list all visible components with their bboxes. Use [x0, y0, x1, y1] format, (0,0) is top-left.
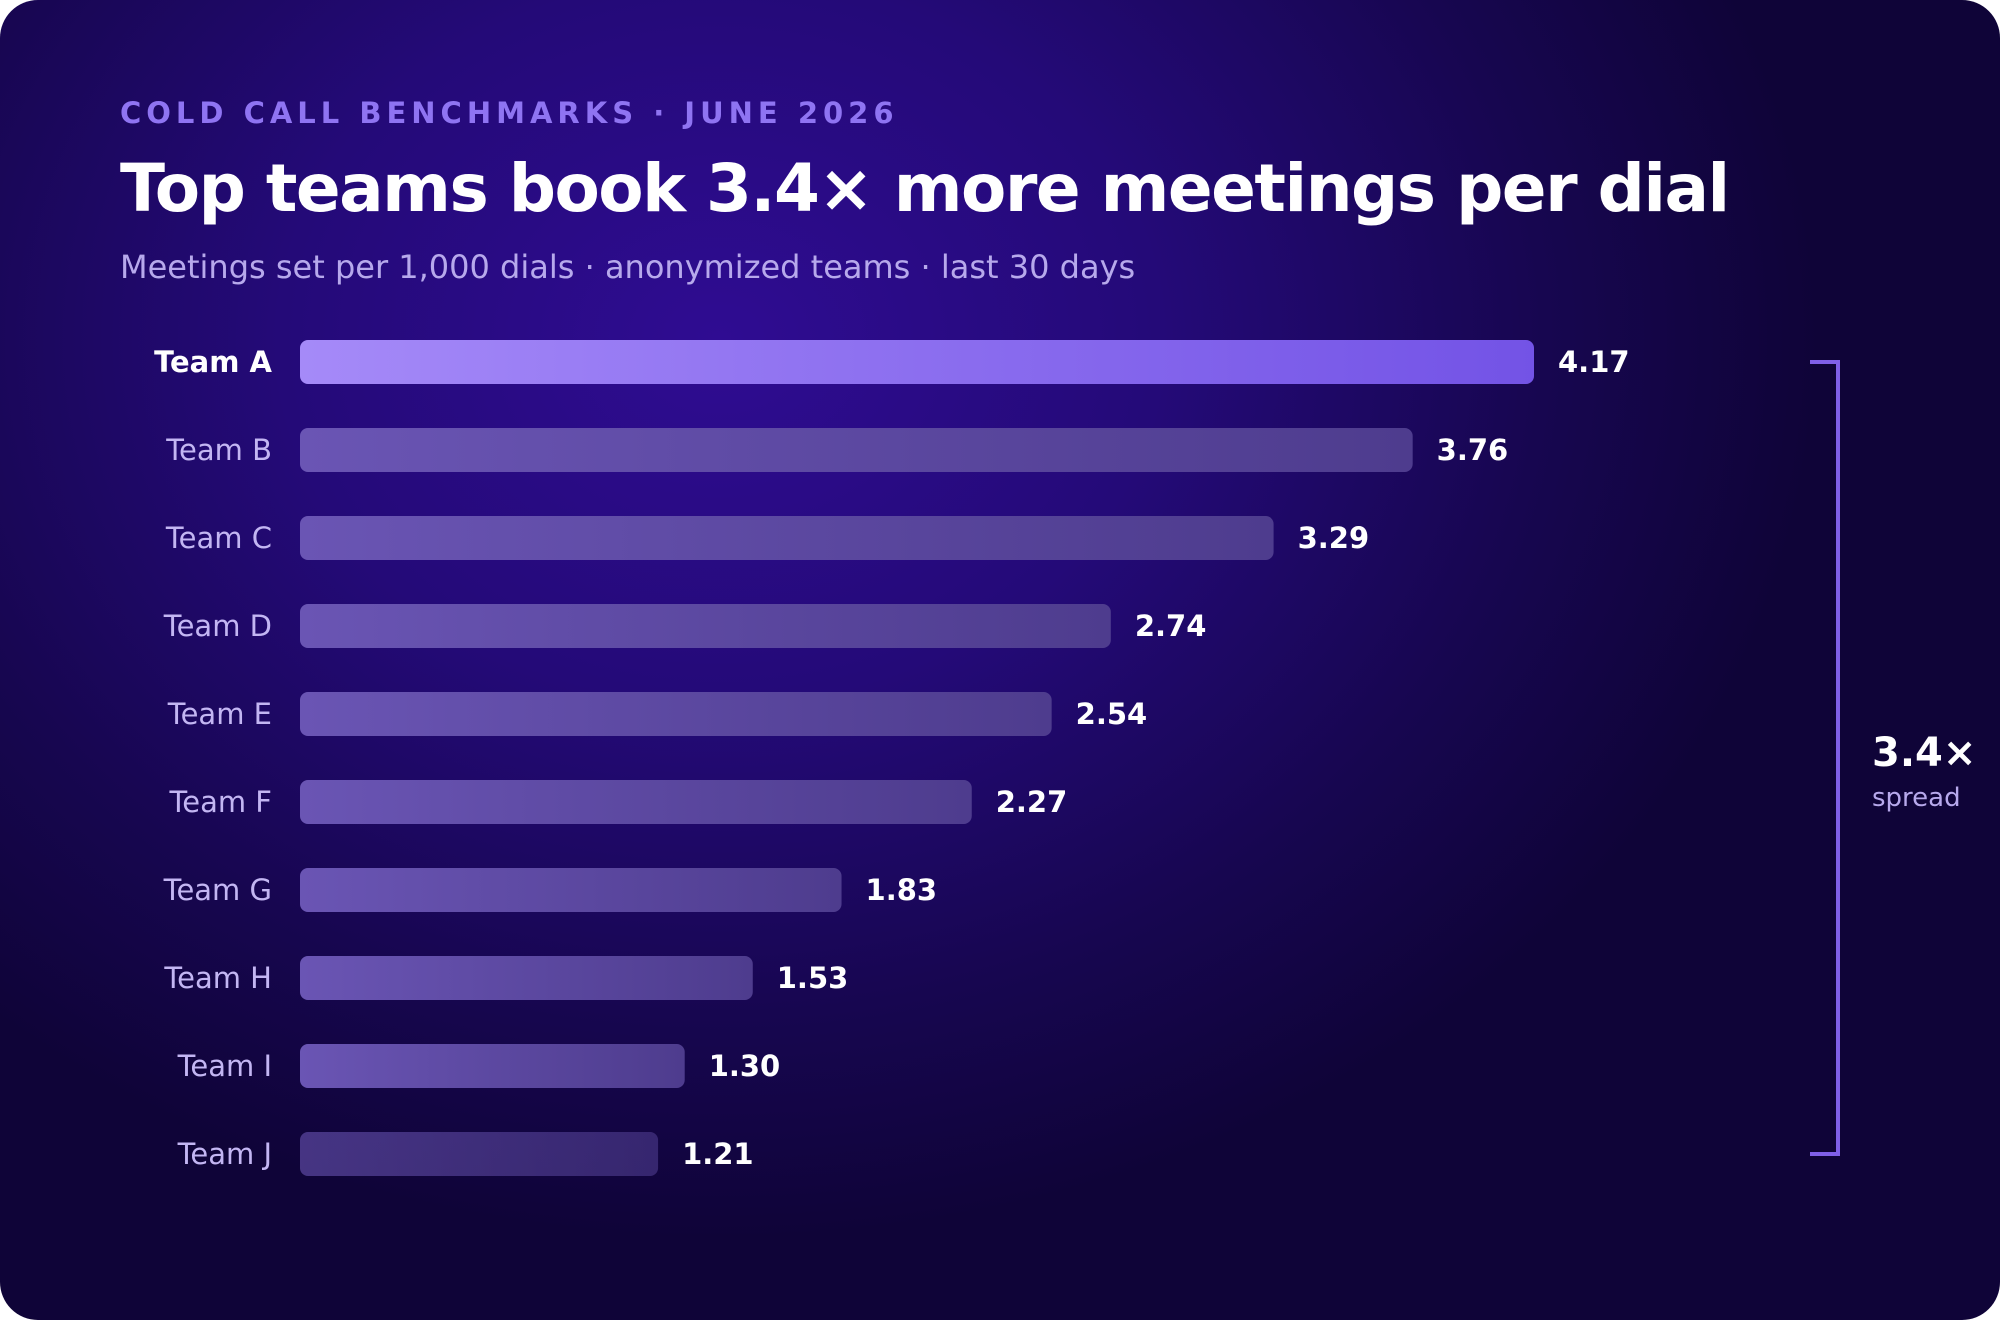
bar — [300, 428, 1413, 472]
value-label: 1.21 — [682, 1137, 754, 1171]
chart-subtitle: Meetings set per 1,000 dials · anonymize… — [120, 248, 1136, 286]
value-label: 3.29 — [1298, 521, 1370, 555]
bar — [300, 604, 1111, 648]
category-label: Team B — [165, 433, 272, 467]
spread-bracket — [1810, 360, 1840, 1156]
bar — [300, 692, 1052, 736]
value-label: 2.54 — [1076, 697, 1148, 731]
bar — [300, 1044, 685, 1088]
category-label: Team D — [163, 609, 272, 643]
value-label: 1.53 — [777, 961, 849, 995]
value-label: 2.74 — [1135, 609, 1207, 643]
value-label: 2.27 — [996, 785, 1068, 819]
category-label: Team H — [163, 961, 272, 995]
category-label: Team E — [167, 697, 272, 731]
value-label: 4.17 — [1558, 345, 1630, 379]
category-label: Team I — [177, 1049, 272, 1083]
value-label: 1.83 — [866, 873, 938, 907]
value-label: 3.76 — [1437, 433, 1509, 467]
category-label: Team F — [168, 785, 272, 819]
category-label: Team C — [165, 521, 272, 555]
category-label: Team J — [177, 1137, 272, 1171]
spread-caption: spread — [1872, 783, 1961, 813]
bar — [300, 340, 1534, 384]
category-label: Team G — [163, 873, 272, 907]
bar — [300, 868, 842, 912]
value-label: 1.30 — [709, 1049, 781, 1083]
bar — [300, 956, 753, 1000]
spread-annotation: 3.4× spread — [1810, 360, 1976, 1156]
spread-value: 3.4× — [1872, 730, 1976, 776]
bar — [300, 516, 1274, 560]
category-label: Team A — [154, 345, 272, 379]
bar — [300, 1132, 659, 1176]
eyebrow-label: COLD CALL BENCHMARKS · JUNE 2026 — [120, 96, 899, 130]
bars-layer: Team A 4.17 Team B 3.76 Team C 3.29 Team D 2.74… — [154, 340, 1630, 1176]
chart-title: Top teams book 3.4× more meetings per di… — [120, 150, 1730, 227]
bar — [300, 780, 972, 824]
